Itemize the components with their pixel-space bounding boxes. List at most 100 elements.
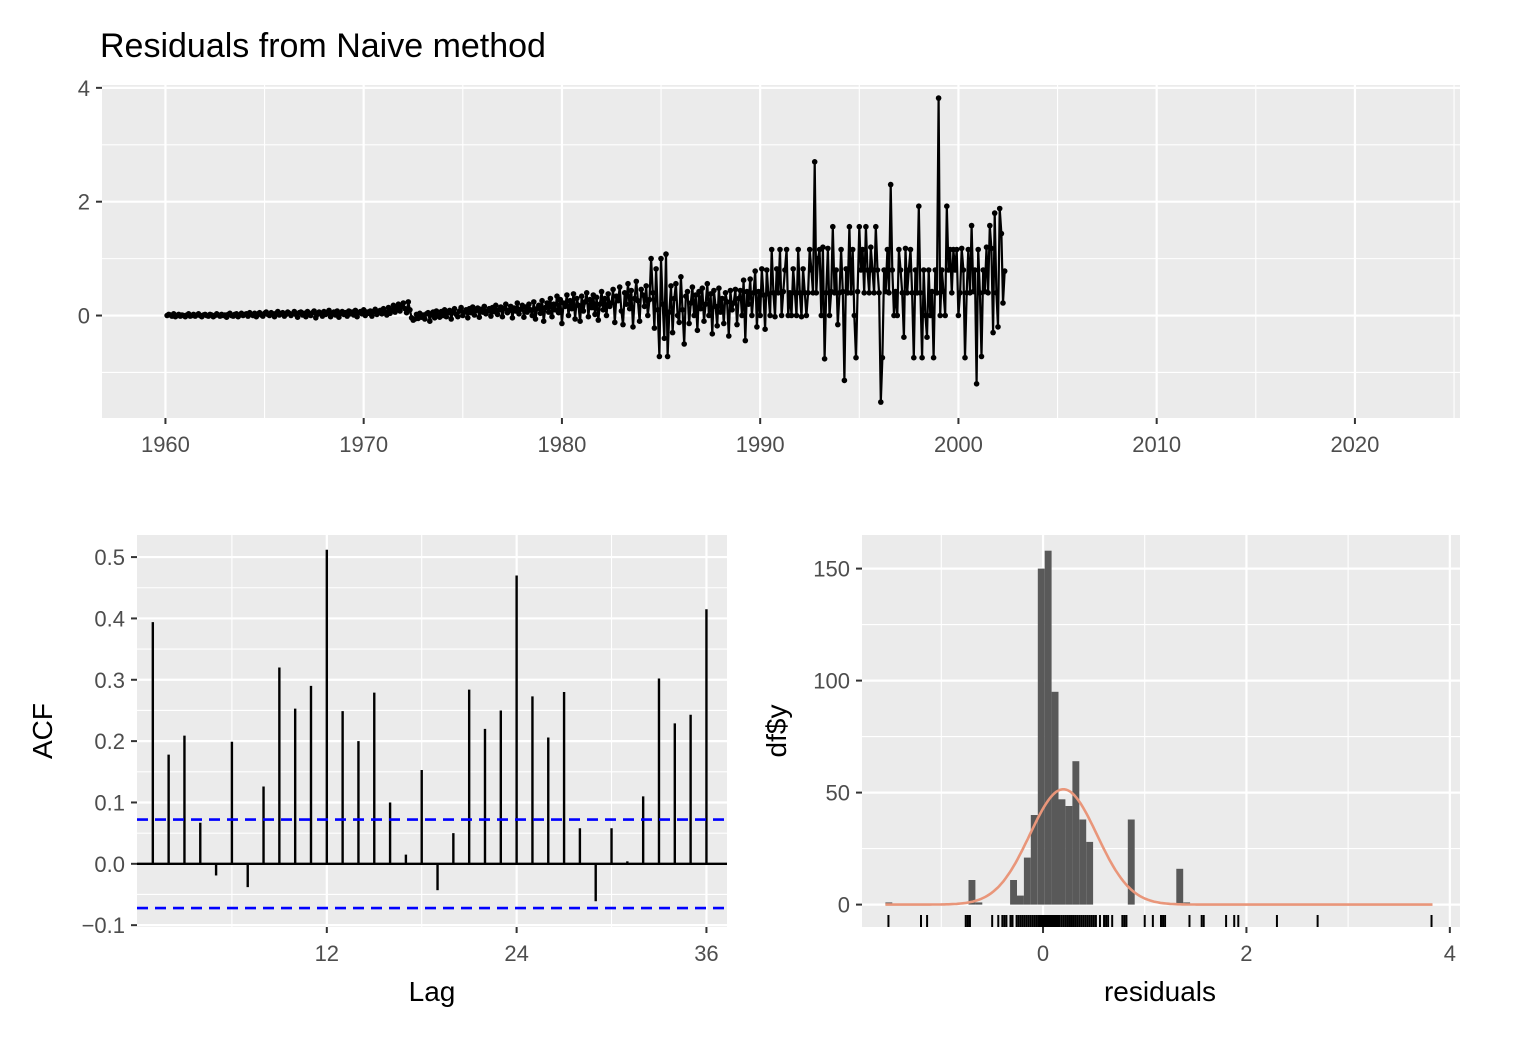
residual-point (975, 246, 981, 253)
residual-point (684, 288, 691, 295)
histogram-bar (1017, 895, 1024, 905)
residual-point (848, 290, 854, 296)
histogram-x-tick-label: 2 (1240, 941, 1252, 966)
residual-point (962, 354, 968, 361)
residual-point (757, 312, 763, 319)
residual-point (826, 312, 833, 319)
residual-point (775, 290, 782, 296)
residual-point (762, 326, 768, 333)
residual-point (555, 309, 562, 316)
residual-point (869, 267, 876, 273)
residual-point (955, 312, 962, 319)
residual-point (927, 312, 934, 319)
residuals-panel: Residuals from Naive method 1960 1970 1980… (78, 27, 1460, 457)
residual-point (451, 305, 458, 312)
residual-point (795, 246, 801, 253)
histogram-bar (975, 902, 983, 905)
residual-point (744, 288, 750, 295)
residual-point (995, 324, 1001, 330)
residual-point (873, 223, 879, 230)
residual-point (499, 313, 506, 320)
residual-point (455, 313, 461, 320)
residual-point (944, 203, 950, 209)
residual-point (544, 300, 550, 306)
residual-point (770, 290, 777, 296)
residual-point (854, 288, 861, 295)
residual-point (884, 246, 891, 253)
residual-point (859, 246, 866, 253)
residual-point (712, 303, 719, 310)
residual-point (509, 315, 516, 321)
histogram-panel: 0 2 4 0 50 100 150 residuals df$y (761, 535, 1460, 1007)
histogram-bar (1065, 806, 1073, 905)
residual-point (958, 245, 965, 252)
residual-point (912, 267, 919, 273)
residual-point (1000, 300, 1006, 306)
residual-point (683, 293, 689, 300)
histogram-plot-area (862, 535, 1460, 927)
residuals-x-tick-label: 1980 (537, 432, 586, 457)
residual-point (537, 310, 544, 317)
residual-point (532, 316, 539, 322)
residual-point (592, 311, 598, 318)
histogram-bar (1058, 799, 1066, 905)
residual-point (709, 331, 716, 337)
residual-point (610, 286, 616, 293)
residual-point (493, 302, 499, 309)
residual-point (952, 267, 958, 273)
residual-point (663, 251, 669, 257)
residual-point (846, 223, 853, 230)
acf-y-tick-label: −0.1 (82, 913, 125, 938)
residual-point (623, 301, 630, 308)
residual-point (593, 294, 600, 301)
residual-point (595, 317, 602, 323)
residuals-x-tick-label: 2000 (934, 432, 983, 457)
residual-point (678, 274, 684, 280)
residual-point (539, 297, 545, 304)
residual-point (755, 288, 762, 295)
residual-point (858, 267, 864, 273)
residual-point (990, 329, 996, 336)
residual-point (917, 290, 924, 296)
residual-point (400, 300, 407, 306)
residual-point (422, 316, 428, 322)
residual-point (998, 230, 1005, 237)
residual-point (635, 297, 641, 304)
residual-point (448, 316, 455, 322)
residuals-x-tick-label: 1960 (141, 432, 190, 457)
residual-point (608, 300, 615, 306)
histogram-bar (1030, 815, 1038, 905)
residual-point (939, 267, 945, 273)
residual-point (516, 311, 522, 317)
residual-point (633, 278, 640, 285)
residual-point (529, 312, 535, 319)
residual-point (583, 290, 590, 296)
residual-point (934, 290, 940, 296)
residual-point (597, 301, 603, 308)
residual-point (878, 399, 884, 405)
residual-point (749, 312, 755, 319)
residual-point (458, 304, 464, 311)
residual-point (730, 300, 737, 306)
residual-point (719, 295, 725, 302)
residual-point (793, 312, 800, 319)
residual-point (550, 301, 557, 308)
residual-point (481, 303, 488, 310)
residual-point (892, 288, 899, 295)
residual-point (645, 312, 651, 319)
histogram-y-axis-label: df$y (761, 705, 792, 758)
residual-point (659, 301, 666, 308)
residual-point (577, 318, 583, 325)
residual-point (929, 288, 935, 295)
residual-point (734, 321, 740, 328)
residual-point (565, 312, 572, 319)
residual-point (894, 312, 901, 319)
residual-point (689, 284, 696, 290)
residual-point (930, 354, 937, 361)
residual-point (840, 288, 846, 295)
residual-point (562, 303, 568, 310)
residual-point (856, 223, 863, 230)
residual-point (849, 246, 856, 253)
residual-point (868, 244, 874, 250)
residual-point (932, 267, 939, 273)
